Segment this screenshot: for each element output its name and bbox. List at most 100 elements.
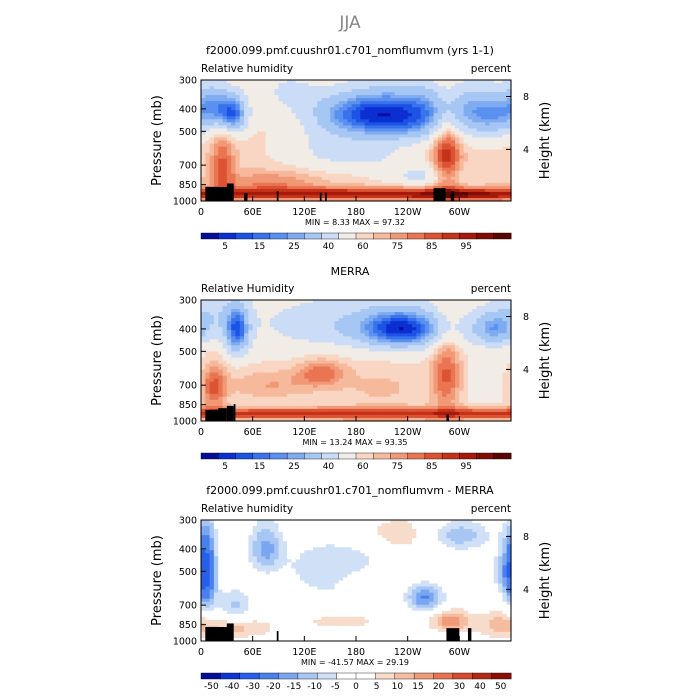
heatmap-cell [360,345,366,350]
heatmap-cell [235,146,241,151]
heatmap-cell [209,312,215,316]
heatmap-cell [394,342,400,346]
heatmap-cell [368,333,374,337]
heatmap-cell [261,336,267,340]
heatmap-cell [394,188,400,193]
heatmap-cell [291,191,297,196]
heatmap-cell [269,303,275,307]
heatmap-cell [235,101,241,105]
heatmap-cell [364,327,370,331]
heatmap-cell [282,306,288,310]
heatmap-cell [368,92,374,96]
heatmap-cell [265,179,271,184]
heatmap-cell [442,89,448,93]
heatmap-cell [343,327,348,331]
heatmap-cell [480,176,486,181]
heatmap-cell [308,170,314,175]
heatmap-cell [394,128,400,133]
heatmap-cell [252,137,258,142]
heatmap-cell [317,131,323,136]
heatmap-cell [480,348,486,353]
heatmap-cell [347,161,353,166]
heatmap-cell [403,194,409,199]
heatmap-cell [334,143,340,148]
heatmap-cell [377,158,383,163]
heatmap-cell [437,161,443,166]
heatmap-cell [368,83,374,87]
heatmap-cell [467,143,473,148]
heatmap-cell [450,309,456,313]
heatmap-cell [330,161,336,166]
heatmap-cell [437,170,443,175]
heatmap-cell [411,327,417,331]
heatmap-cell [201,80,206,84]
heatmap-cell [493,80,499,84]
heatmap-cell [416,134,422,139]
heatmap-cell [330,164,336,169]
heatmap-cell [377,309,383,313]
heatmap-cell [252,89,258,93]
heatmap-cell [282,164,288,169]
heatmap-cell [244,155,249,160]
heatmap-cell [485,110,491,114]
heatmap-cell [343,149,348,154]
heatmap-cell [403,143,409,148]
heatmap-cell [205,137,211,142]
heatmap-cell [325,113,331,117]
heatmap-cell [394,83,400,87]
heatmap-cell [218,83,224,87]
heatmap-cell [493,83,499,87]
heatmap-cell [213,83,219,87]
heatmap-cell [269,182,275,187]
heatmap-cell [386,339,392,343]
heatmap-cell [364,315,370,319]
heatmap-cell [269,92,275,96]
heatmap-cell [317,188,323,193]
heatmap-cell [282,324,288,328]
heatmap-cell [467,330,473,334]
heatmap-cell [252,119,258,123]
heatmap-cell [368,318,374,322]
heatmap-cell [364,194,370,199]
heatmap-cell [459,137,465,142]
heatmap-cell [265,182,271,187]
heatmap-cell [209,339,215,343]
heatmap-cell [411,101,417,105]
heatmap-cell [399,348,404,353]
heatmap-cell [450,339,456,343]
heatmap-cell [261,309,267,313]
heatmap-cell [399,122,404,126]
heatmap-cell [377,137,383,142]
heatmap-cell [476,149,482,154]
heatmap-cell [312,113,318,117]
heatmap-cell [252,155,258,160]
heatmap-cell [278,119,284,123]
heatmap-cell [459,188,465,193]
heatmap-cell [442,321,448,325]
heatmap-cell [231,345,237,350]
heatmap-cell [386,101,392,105]
heatmap-cell [455,125,460,130]
heatmap-cell [459,345,465,350]
heatmap-cell [450,306,456,310]
heatmap-cell [377,164,383,169]
heatmap-cell [248,137,254,142]
heatmap-cell [480,101,486,105]
heatmap-cell [381,351,387,356]
heatmap-cell [209,315,215,319]
heatmap-cell [256,152,262,157]
heatmap-cell [282,125,288,130]
heatmap-cell [399,336,404,340]
heatmap-cell [364,149,370,154]
heatmap-cell [330,95,336,99]
heatmap-cell [407,188,413,193]
heatmap-cell [274,345,280,350]
heatmap-cell [386,173,392,178]
heatmap-cell [295,104,301,108]
heatmap-cell [390,83,396,87]
heatmap-cell [386,86,392,90]
heatmap-cell [407,134,413,139]
heatmap-cell [356,309,361,313]
heatmap-cell [411,143,417,148]
heatmap-cell [360,315,366,319]
